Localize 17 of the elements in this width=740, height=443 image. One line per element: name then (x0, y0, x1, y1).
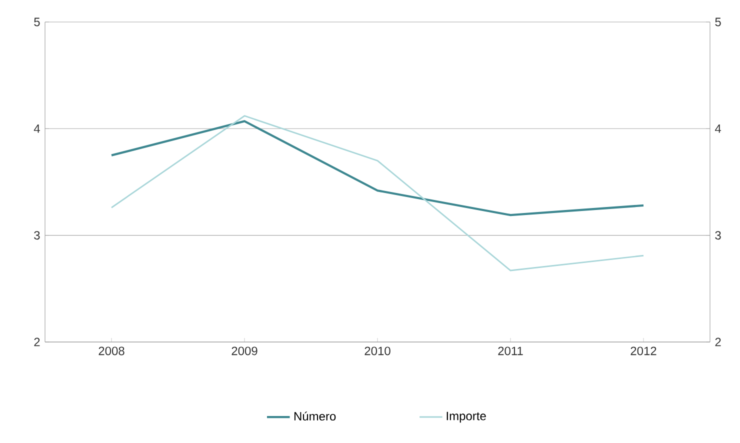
y2-tick-label: 5 (34, 18, 40, 26)
y-tick-label: 5 (715, 18, 721, 26)
legend-label: Importe (446, 412, 486, 423)
x-tick-label: 2008 (98, 346, 124, 356)
x-tick-label: 2011 (498, 346, 523, 356)
y2-tick-label: 4 (34, 124, 40, 133)
y2-tick-label: 3 (34, 231, 40, 240)
legend-label: Número (294, 412, 336, 421)
y-tick-label: 3 (715, 231, 721, 240)
y2-tick-label: 2 (34, 338, 40, 346)
line-series (110, 120, 645, 216)
x-tick-label: 2009 (232, 346, 258, 356)
x-tick-label: 2012 (630, 346, 656, 356)
line-series (110, 115, 644, 272)
y-tick-label: 2 (715, 338, 721, 346)
x-tick-label: 2010 (364, 346, 390, 356)
y-tick-label: 4 (714, 124, 722, 133)
